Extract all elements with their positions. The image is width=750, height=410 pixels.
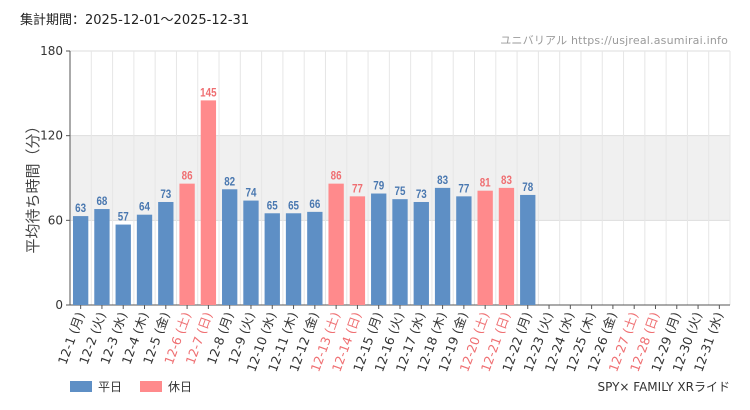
y-tick-label: 0 — [55, 298, 63, 312]
bar-5 — [158, 201, 174, 305]
bar-18 — [434, 187, 451, 305]
bar-4 — [136, 214, 153, 305]
bar-13 — [328, 183, 344, 305]
legend-item-holiday: 休日 — [140, 378, 192, 395]
legend-swatch-holiday — [140, 381, 163, 392]
bar-8 — [222, 189, 238, 305]
bar-11 — [285, 213, 302, 305]
legend: 平日 休日 — [70, 378, 192, 395]
bar-12 — [307, 211, 323, 305]
source-credit: ユニバリアル https://usjreal.asumirai.info — [500, 34, 728, 47]
y-axis-title: 平均待ち時間（分） — [24, 118, 42, 253]
bar-7 — [200, 100, 217, 305]
period-label: 集計期間：2025-12-01～2025-12-31 — [20, 13, 250, 28]
bar-value-label: 145 — [200, 87, 216, 100]
bar-value-label: 78 — [522, 181, 533, 194]
bar-value-label: 79 — [373, 180, 384, 193]
y-tick-label: 60 — [48, 213, 63, 227]
bar-value-label: 83 — [437, 174, 448, 187]
y-tick-label: 180 — [40, 44, 63, 58]
bar-value-label: 66 — [309, 198, 320, 211]
bar-16 — [392, 199, 408, 305]
bar-value-label: 65 — [267, 199, 278, 212]
bar-10 — [264, 213, 280, 305]
bar-6 — [179, 183, 195, 305]
bar-value-label: 75 — [395, 185, 406, 198]
bar-value-label: 73 — [416, 188, 427, 201]
bar-value-label: 65 — [288, 199, 299, 212]
legend-swatch-weekday — [70, 381, 92, 392]
legend-label-holiday: 休日 — [168, 380, 193, 394]
bar-value-label: 77 — [352, 183, 363, 196]
bar-17 — [413, 201, 429, 305]
bar-value-label: 68 — [96, 195, 107, 208]
bar-1 — [72, 216, 89, 305]
bar-2 — [94, 209, 110, 305]
bar-14 — [349, 196, 366, 305]
ride-name: SPY× FAMILY XRライド — [597, 380, 731, 394]
bar-value-label: 86 — [182, 170, 193, 183]
legend-label-weekday: 平日 — [98, 380, 123, 394]
bar-value-label: 81 — [480, 177, 491, 190]
legend-item-weekday: 平日 — [70, 378, 122, 395]
bar-value-label: 74 — [245, 187, 257, 200]
bar-value-label: 82 — [224, 175, 235, 188]
bar-value-label: 83 — [501, 174, 512, 187]
bar-9 — [243, 200, 259, 305]
bar-15 — [371, 193, 387, 305]
bar-value-label: 77 — [458, 183, 469, 196]
bar-value-label: 57 — [118, 211, 129, 224]
bar-22 — [520, 194, 536, 305]
bar-20 — [477, 190, 493, 305]
bar-value-label: 73 — [160, 188, 171, 201]
bar-19 — [456, 196, 472, 305]
bar-value-label: 64 — [139, 201, 151, 214]
bar-value-label: 63 — [75, 202, 86, 215]
bar-value-label: 86 — [331, 170, 342, 183]
bar-3 — [115, 224, 131, 305]
bar-21 — [498, 187, 515, 305]
y-tick-label: 120 — [40, 129, 63, 143]
